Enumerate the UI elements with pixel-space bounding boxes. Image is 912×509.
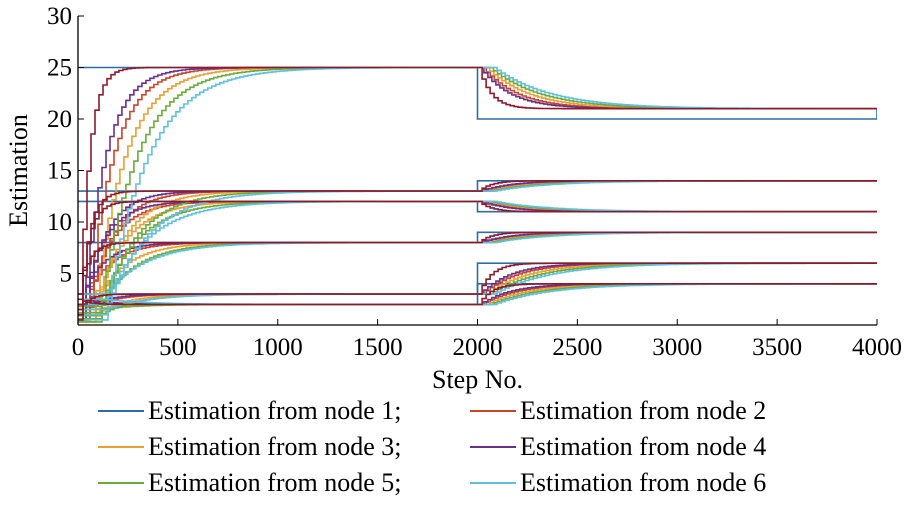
x-tick-label: 500 — [159, 334, 197, 361]
legend: Estimation from node 1; Estimation from … — [98, 393, 868, 501]
x-tick-label: 1500 — [353, 334, 403, 361]
y-tick-label: 10 — [47, 209, 72, 236]
y-axis-label: Estimation — [4, 114, 33, 227]
legend-item-node-3: Estimation from node 3; — [98, 432, 470, 462]
legend-separator: ; — [394, 396, 402, 425]
x-tick-label: 3000 — [652, 334, 702, 361]
series-node-1-trace-1 — [78, 180, 877, 192]
x-axis-label: Step No. — [432, 365, 523, 394]
legend-label: Estimation from node 2 — [520, 396, 767, 425]
legend-label: Estimation from node 3 — [148, 432, 395, 461]
legend-label: Estimation from node 4 — [520, 432, 767, 461]
legend-item-node-1: Estimation from node 1; — [98, 396, 470, 426]
legend-item-node-2: Estimation from node 2 — [470, 396, 766, 426]
legend-row: Estimation from node 3; Estimation from … — [98, 429, 868, 465]
legend-row: Estimation from node 1; Estimation from … — [98, 393, 868, 429]
legend-item-node-6: Estimation from node 6 — [470, 468, 766, 498]
y-tick-label: 15 — [47, 158, 72, 185]
x-tick-label: 3500 — [752, 334, 802, 361]
legend-item-node-4: Estimation from node 4 — [470, 432, 766, 462]
series-fast-trace-1 — [78, 180, 877, 316]
y-tick-label: 5 — [60, 261, 73, 288]
x-tick-label: 4000 — [852, 334, 902, 361]
legend-separator: ; — [394, 432, 402, 461]
y-tick-label: 30 — [47, 3, 72, 30]
x-tick-label: 0 — [72, 334, 85, 361]
x-tick-label: 1000 — [253, 334, 303, 361]
legend-swatch — [470, 446, 516, 448]
y-tick-label: 20 — [47, 106, 72, 133]
legend-row: Estimation from node 5; Estimation from … — [98, 465, 868, 501]
series-fast-trace-4 — [78, 262, 877, 311]
legend-item-node-5: Estimation from node 5; — [98, 468, 470, 498]
series-fast-trace-5 — [78, 283, 877, 306]
legend-label: Estimation from node 6 — [520, 468, 767, 497]
x-tick-label: 2500 — [552, 334, 602, 361]
legend-swatch — [98, 410, 144, 412]
legend-label: Estimation from node 1 — [148, 396, 395, 425]
series-fast-trace-0 — [78, 66, 877, 321]
series-fast-trace-2 — [78, 200, 877, 306]
legend-swatch — [470, 482, 516, 484]
legend-label: Estimation from node 5 — [148, 468, 395, 497]
legend-swatch — [98, 446, 144, 448]
legend-swatch — [98, 482, 144, 484]
series-node-1-trace-3 — [78, 231, 877, 244]
x-tick-label: 2000 — [453, 334, 503, 361]
y-tick-label: 25 — [47, 55, 72, 82]
series-fast-trace-3 — [78, 231, 877, 295]
legend-separator: ; — [394, 468, 402, 497]
legend-swatch — [470, 410, 516, 412]
